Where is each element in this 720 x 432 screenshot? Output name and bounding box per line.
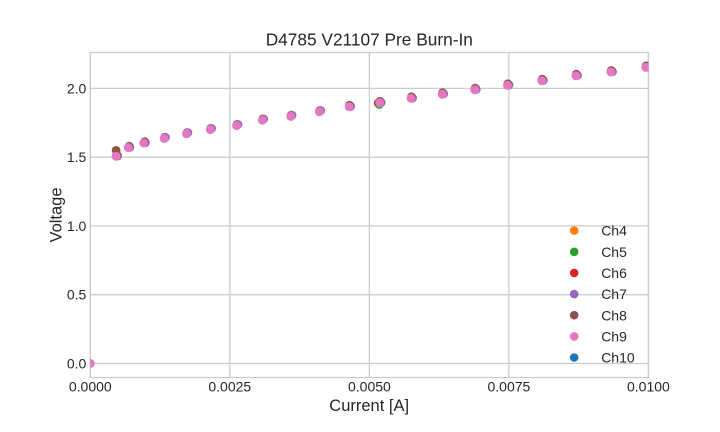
svg-text:0.0050: 0.0050: [348, 378, 391, 394]
svg-text:Ch4: Ch4: [601, 223, 627, 239]
svg-text:Ch9: Ch9: [601, 329, 627, 345]
svg-text:1.5: 1.5: [67, 149, 87, 165]
svg-text:Voltage: Voltage: [48, 187, 66, 242]
svg-text:0.5: 0.5: [67, 287, 87, 303]
svg-text:D4785 V21107 Pre Burn-In: D4785 V21107 Pre Burn-In: [266, 30, 473, 50]
svg-text:1.0: 1.0: [67, 218, 87, 234]
svg-text:0.0000: 0.0000: [69, 378, 112, 394]
svg-text:Ch10: Ch10: [601, 350, 635, 366]
svg-text:Ch6: Ch6: [601, 265, 627, 281]
svg-text:Ch8: Ch8: [601, 307, 627, 323]
svg-text:Current [A]: Current [A]: [329, 397, 409, 415]
svg-text:2.0: 2.0: [67, 80, 87, 96]
svg-text:0.0025: 0.0025: [208, 378, 251, 394]
svg-text:Ch7: Ch7: [601, 286, 627, 302]
svg-text:0.0: 0.0: [67, 356, 87, 372]
svg-text:Ch5: Ch5: [601, 244, 627, 260]
svg-text:0.0100: 0.0100: [627, 378, 670, 394]
svg-text:0.0075: 0.0075: [487, 378, 530, 394]
